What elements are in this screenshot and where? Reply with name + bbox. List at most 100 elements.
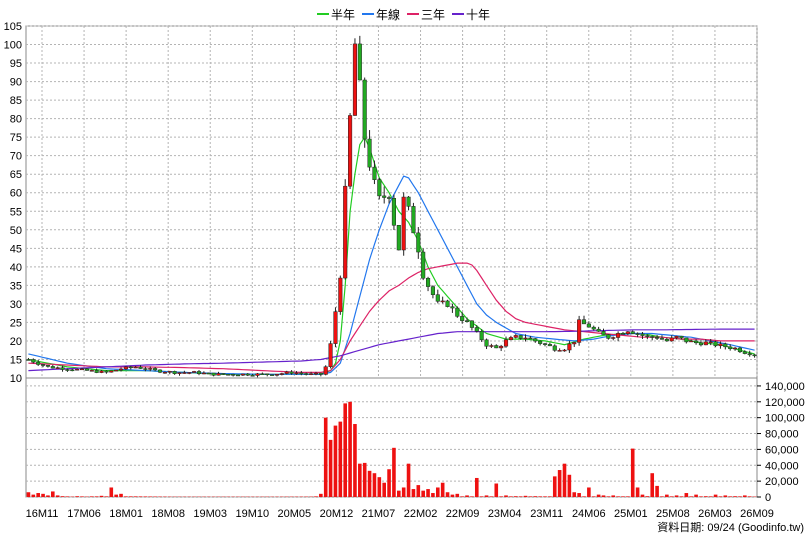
volume-bar [591,496,596,497]
volume-bar [406,463,411,497]
volume-panel [25,377,758,498]
candle-body [411,206,416,234]
volume-bar [684,493,689,497]
volume-bar [640,494,645,497]
candle-body [581,319,587,325]
volume-bar [743,495,747,497]
candle-body [737,347,742,353]
x-tick-label: 23M04 [488,508,522,520]
candle-body [416,232,421,253]
candle-body [196,371,202,375]
volume-bar [548,496,552,497]
candle-body [270,374,275,376]
candle-body [372,166,377,180]
volume-bar [504,495,508,497]
volume-tick-label: 60,000 [765,444,799,456]
candle-body [387,197,392,199]
candle-body [114,369,119,372]
candle-body [455,307,460,317]
x-tick-label: 22M02 [404,508,438,520]
candle-body [630,331,635,334]
volume-bar [143,496,148,497]
volume-bar [479,496,484,497]
volume-bar [470,496,474,497]
volume-bar [694,494,698,497]
volume-bar [489,496,494,497]
candle-body [60,367,65,370]
candle-body [733,347,738,350]
volume-bar [572,492,577,497]
price-tick-label: 35 [10,280,22,292]
volume-bar [41,493,45,497]
three-year-ma-line [28,262,755,373]
volume-tick-label: 100,000 [765,413,805,425]
candle-body [284,371,289,374]
legend-label-ten-year: 十年 [466,8,490,22]
price-tick-label: 55 [10,206,22,218]
candle-body [79,368,85,371]
candle-body [65,369,70,371]
volume-bar [465,495,469,497]
volume-bar [36,493,40,497]
candle-body [684,337,689,343]
data-source: 資料日期: 09/24 (Goodinfo.tw) [657,520,804,534]
volume-bar [650,473,655,497]
candle-body [703,341,708,346]
price-tick-label: 85 [10,95,22,107]
price-tick-label: 45 [10,243,22,255]
volume-bar [460,496,464,497]
price-tick-label: 100 [4,40,22,52]
volume-bar [635,487,640,497]
volume-tick-label: 0 [765,492,771,504]
legend: 半年 年線 三年 十年 [317,7,490,22]
volume-bar [689,496,694,497]
candle-body [586,323,591,328]
volume-tick-label: 120,000 [765,397,805,409]
candle-body [357,43,362,81]
candle-body [674,335,679,339]
volume-bar [533,496,538,497]
candle-body [503,339,509,347]
volume-bar [46,495,50,497]
x-tick-label: 23M11 [530,508,563,520]
candle-body [109,370,114,373]
candle-body [104,370,109,373]
volume-bar [431,493,435,497]
candle-body [513,335,518,338]
candle-body [299,372,304,375]
candle-body [279,373,284,375]
candle-body [552,345,557,351]
price-tick-label: 60 [10,188,22,200]
volume-bar [426,489,430,497]
candle-body [489,345,494,347]
price-tick-label: 90 [10,77,22,89]
candle-body [221,373,226,375]
volume-bar [665,494,669,497]
volume-bar [99,495,104,497]
candle-body [518,335,523,339]
candle-body [508,337,513,341]
volume-bar [582,496,586,497]
candle-body [318,372,323,375]
candle-body [211,372,216,376]
volume-bar [60,496,65,497]
candle-body [323,366,328,375]
volume-tick-label: 20,000 [765,476,799,488]
candle-body [479,331,484,341]
candle-body [143,368,148,370]
x-tick-label: 26M03 [698,508,732,520]
candle-body [289,371,294,374]
volume-bar [723,495,728,497]
candle-body [728,346,733,350]
candle-body [167,371,172,373]
volume-bar [577,493,581,497]
volume-bar [319,493,323,497]
candle-body [362,79,367,140]
candle-body [494,345,499,349]
candle-body [231,374,236,376]
volume-bar [440,482,445,497]
candle-body [206,372,211,375]
candle-body [89,370,94,372]
price-tick-label: 30 [10,299,22,311]
candle-body [348,115,353,187]
